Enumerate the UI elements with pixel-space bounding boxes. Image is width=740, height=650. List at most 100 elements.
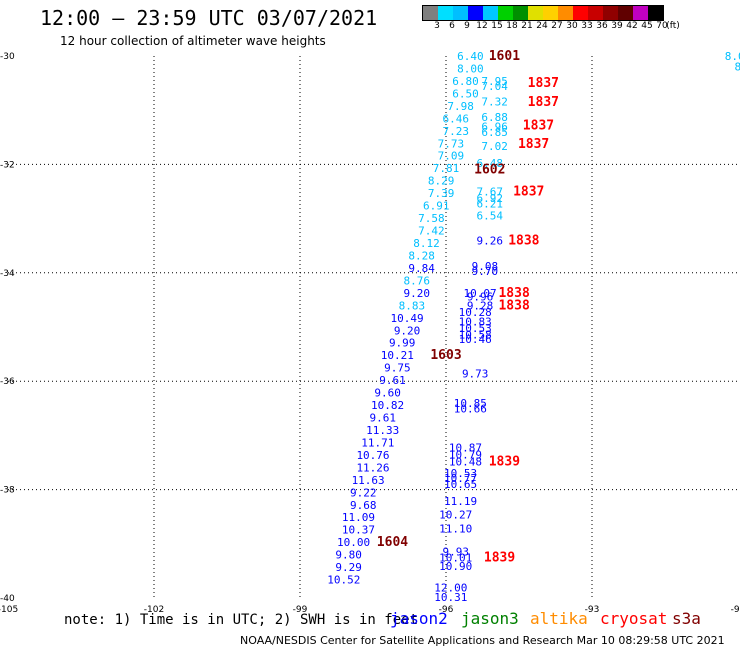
- y-tick-label: -40: [0, 594, 15, 604]
- wave-height-value: 9.60: [374, 387, 401, 400]
- x-tick-label: -99: [293, 605, 308, 615]
- scale-label: 21: [521, 21, 533, 31]
- legend-item-cryosat: cryosat: [600, 609, 668, 628]
- wave-height-value: 9.96: [467, 291, 494, 304]
- wave-height-value: 6.85: [481, 126, 508, 139]
- chart-title: 12:00 – 23:59 UTC 03/07/2021: [40, 6, 378, 30]
- wave-height-value: 9.28: [467, 299, 494, 312]
- wave-height-value: 8.24: [734, 60, 740, 73]
- wave-height-value: 8.29: [428, 175, 455, 188]
- scale-label: 9: [464, 21, 470, 31]
- scale-label: 15: [491, 21, 503, 31]
- footer-credit: NOAA/NESDIS Center for Satellite Applica…: [240, 634, 725, 647]
- legend-item-altika: altika: [530, 609, 588, 628]
- wave-height-value: 7.39: [428, 187, 455, 200]
- wave-height-value: 9.29: [335, 561, 362, 574]
- wave-height-value: 9.84: [408, 262, 435, 275]
- wave-height-value: 7.98: [447, 100, 474, 113]
- wave-height-value: 11.33: [366, 424, 399, 437]
- wave-height-value: 10.53: [459, 322, 492, 335]
- legend-item-jason3: jason3: [461, 609, 519, 628]
- scale-swatch: [588, 6, 603, 20]
- wave-height-value: 10.21: [381, 349, 414, 362]
- pass-id-label: 1839: [489, 454, 520, 469]
- pass-id-label: 1837: [528, 76, 559, 91]
- wave-height-value: 10.82: [371, 399, 404, 412]
- wave-height-value: 6.48: [477, 157, 504, 170]
- y-tick-label: -34: [0, 269, 15, 279]
- y-tick-label: -30: [0, 52, 15, 62]
- wave-height-value: 8.28: [408, 249, 435, 262]
- scale-label: 42: [626, 21, 638, 31]
- scale-swatch: [528, 6, 543, 20]
- wave-height-value: 10.28: [459, 306, 492, 319]
- scale-label: 3: [434, 21, 440, 31]
- wave-height-value: 7.95: [481, 75, 508, 88]
- wave-height-value: 11.19: [444, 495, 477, 508]
- legend-item-s3a: s3a: [672, 609, 701, 628]
- wave-height-value: 6.88: [481, 111, 508, 124]
- wave-height-value: 10.65: [444, 478, 477, 491]
- scale-swatch: [558, 6, 573, 20]
- wave-height-value: 6.46: [442, 112, 469, 125]
- wave-height-value: 6.91: [423, 200, 450, 213]
- wave-height-value: 10.83: [459, 316, 492, 329]
- scale-label: 33: [581, 21, 593, 31]
- pass-id-label: 1837: [513, 185, 544, 200]
- y-tick-label: -32: [0, 160, 15, 170]
- pass-id-label: 1838: [498, 298, 529, 313]
- y-tick-label: -36: [0, 377, 15, 387]
- x-tick-label: -93: [585, 605, 600, 615]
- wave-height-value: 9.26: [477, 234, 504, 247]
- scale-swatch: [468, 6, 483, 20]
- wave-height-value: 6.80: [452, 75, 479, 88]
- scale-label: 70: [656, 21, 668, 31]
- wave-height-value: 6.40: [457, 50, 484, 63]
- scale-label: 27: [551, 21, 563, 31]
- wave-height-value: 6.96: [481, 120, 508, 133]
- scale-swatch: [633, 6, 648, 20]
- pass-id-label: 1837: [518, 137, 549, 152]
- wave-height-value: 11.71: [361, 436, 394, 449]
- pass-id-label: 1601: [489, 49, 520, 64]
- scale-label: 12: [476, 21, 488, 31]
- scale-label: 30: [566, 21, 578, 31]
- pass-id-label: 1602: [474, 162, 505, 177]
- wave-height-value: 8.00: [725, 50, 740, 63]
- wave-height-value: 8.76: [404, 274, 431, 287]
- scale-swatch: [423, 6, 438, 20]
- wave-height-value: 10.49: [391, 312, 424, 325]
- wave-height-value: 9.68: [350, 499, 377, 512]
- wave-height-value: 9.22: [350, 486, 377, 499]
- wave-height-value: 11.10: [439, 523, 472, 536]
- wave-height-value: 6.92: [477, 192, 504, 205]
- scale-label: 45: [641, 21, 653, 31]
- pass-id-label: 1839: [484, 550, 515, 565]
- wave-height-value: 7.23: [442, 125, 469, 138]
- wave-height-value: 10.31: [434, 591, 467, 604]
- wave-height-value: 10.37: [342, 524, 375, 537]
- scale-swatch: [438, 6, 453, 20]
- wave-height-value: 8.12: [413, 237, 440, 250]
- scale-swatch: [513, 6, 528, 20]
- wave-height-value: 9.73: [462, 368, 489, 381]
- scale-label: 36: [596, 21, 608, 31]
- wave-height-value: 7.42: [418, 225, 445, 238]
- wave-height-value: 8.00: [457, 62, 484, 75]
- chart-subtitle: 12 hour collection of altimeter wave hei…: [60, 34, 326, 48]
- wave-height-value: 11.26: [356, 461, 389, 474]
- wave-height-value: 7.09: [438, 150, 465, 163]
- wave-height-value: 10.00: [337, 536, 370, 549]
- pass-id-label: 1604: [377, 535, 408, 550]
- wave-height-value: 7.02: [481, 140, 508, 153]
- wave-height-value: 10.66: [454, 402, 487, 415]
- scale-label: (ft): [666, 21, 680, 31]
- pass-id-label: 1837: [523, 118, 554, 133]
- wave-height-value: 10.87: [449, 441, 482, 454]
- wave-height-value: 9.93: [442, 545, 469, 558]
- wave-height-value: 10.52: [327, 574, 360, 587]
- wave-height-value: 11.63: [352, 474, 385, 487]
- x-tick-label: -105: [0, 605, 18, 615]
- wave-height-value: 10.58: [459, 329, 492, 342]
